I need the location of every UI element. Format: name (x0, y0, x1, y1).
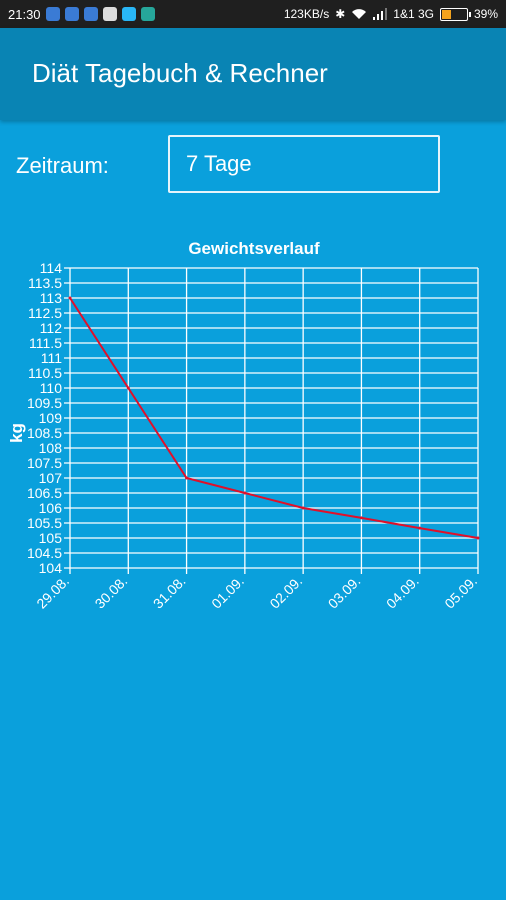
x-tick-labels: 29.08. 30.08. 31.08. 01.09. 02.09. 03.09. 04.0… (33, 573, 480, 612)
app-title: Diät Tagebuch & Rechner (32, 58, 328, 88)
weight-data-point (126, 386, 130, 390)
weight-chart-svg: Gewichtsverlauf kg 104104.5105105.510610… (7, 239, 480, 612)
weight-data-point (418, 526, 422, 530)
chart-title: Gewichtsverlauf (188, 239, 320, 258)
y-tick-label: 105 (39, 530, 63, 546)
signal-icon (373, 8, 388, 20)
weight-data-point (359, 516, 363, 520)
y-tick-label: 108.5 (27, 425, 62, 441)
y-tick-label: 107.5 (27, 455, 62, 471)
weight-data-point (243, 491, 247, 495)
y-tick-label: 112 (40, 320, 63, 336)
y-tick-label: 106.5 (27, 485, 62, 501)
weight-data-point (185, 476, 189, 480)
x-tick-label: 30.08. (92, 573, 131, 612)
y-tick-label: 111 (41, 350, 62, 366)
period-label: Zeitraum: (16, 153, 109, 178)
weight-chart: Gewichtsverlauf kg 104 104.5 105 105.5 106 10… (0, 230, 506, 630)
period-select[interactable]: 7 Tage (168, 135, 440, 193)
status-bar: 21:30 123KB/s ✱ 1&1 3G 39% (0, 0, 506, 28)
y-tick-label: 109 (39, 410, 63, 426)
notification-app-icon (121, 7, 136, 21)
wifi-icon (352, 9, 367, 19)
carrier-label: 1&1 3G (393, 7, 434, 21)
weight-data-point (301, 506, 305, 510)
x-tick-label: 02.09. (266, 573, 305, 612)
y-tick-label: 105.5 (27, 515, 62, 531)
notification-app-icon (102, 7, 117, 21)
y-tick-label: 113.5 (28, 275, 62, 291)
y-tick-label: 106 (39, 500, 63, 516)
weight-data-point (68, 296, 72, 300)
notification-app-icon (64, 7, 79, 21)
y-tick-label: 104.5 (27, 545, 62, 561)
chart-grid (64, 267, 479, 574)
clock: 21:30 (8, 6, 41, 22)
y-tick-label: 110.5 (28, 365, 62, 381)
y-tick-label: 110 (40, 380, 63, 396)
x-tick-label: 31.08. (150, 573, 189, 612)
y-tick-label: 112.5 (28, 305, 62, 321)
weight-data-point (476, 536, 480, 540)
x-tick-label: 01.09. (208, 573, 247, 612)
x-tick-label: 29.08. (33, 573, 72, 612)
bluetooth-icon: ✱ (335, 7, 346, 21)
y-tick-label: 109.5 (27, 395, 62, 411)
notification-app-icon (45, 7, 60, 21)
notification-app-icon (83, 7, 98, 21)
y-tick-label: 104 (39, 560, 63, 576)
y-tick-labels: 104104.5105105.5106106.5107107.5108108.5… (27, 260, 62, 576)
battery-icon (439, 7, 471, 21)
y-tick-label: 108 (39, 440, 63, 456)
y-tick-label: 113 (40, 290, 63, 306)
notification-app-icon (140, 7, 155, 21)
x-tick-label: 05.09. (441, 573, 480, 612)
battery-percent: 39% (473, 7, 498, 21)
y-tick-label: 107 (39, 470, 63, 486)
y-tick-label: 111.5 (29, 335, 62, 351)
weight-series-line (69, 297, 479, 539)
x-tick-label: 03.09. (325, 573, 364, 612)
network-speed: 123KB/s (283, 7, 330, 21)
x-tick-label: 04.09. (383, 573, 422, 612)
chart-series (68, 296, 480, 540)
app-bar: Diät Tagebuch & Rechner (0, 28, 506, 120)
y-axis-label: kg (7, 423, 26, 443)
period-select-value: 7 Tage (186, 151, 252, 176)
y-tick-label: 114 (40, 260, 63, 276)
